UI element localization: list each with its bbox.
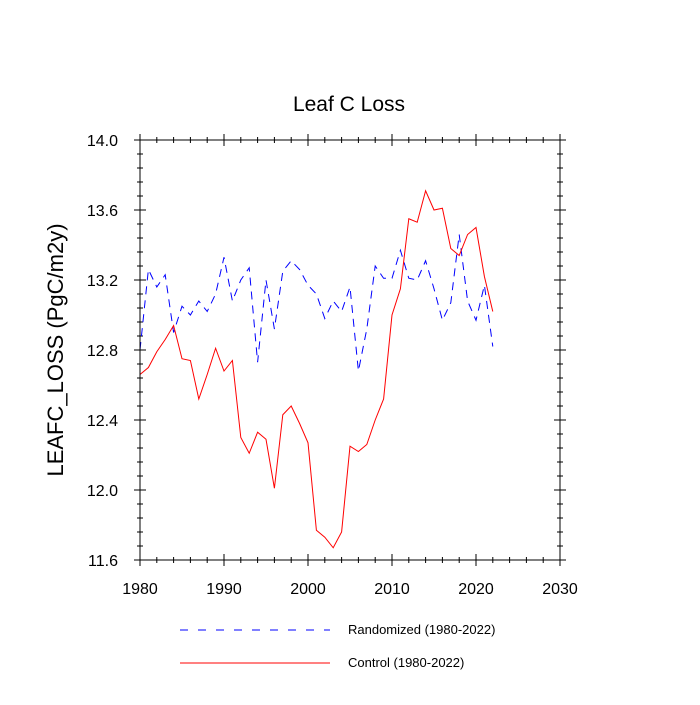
x-tick-label: 2010: [374, 581, 410, 598]
legend-label: Control (1980-2022): [348, 655, 464, 670]
x-tick-label: 1990: [206, 581, 242, 598]
y-tick-label: 12.8: [87, 343, 118, 360]
y-tick-label: 13.6: [87, 203, 118, 220]
series-lines: [139, 189, 494, 549]
axis-ticks: [134, 134, 566, 566]
y-tick-label: 14.0: [87, 133, 118, 150]
y-tick-label: 13.2: [87, 273, 118, 290]
y-axis-label: LEAFC_LOSS (PgC/m2y): [43, 223, 68, 476]
randomized-series-line: [139, 234, 494, 372]
axis-tick-labels: 1980 1990 2000 2010 2020 2030 11.6 12.0 12.4 12.8…: [87, 133, 578, 598]
y-tick-label: 12.4: [87, 413, 118, 430]
plot-frame: [139, 139, 561, 561]
x-tick-label: 2000: [290, 581, 326, 598]
x-tick-label: 2020: [458, 581, 494, 598]
x-tick-label: 2030: [542, 581, 578, 598]
y-tick-label: 12.0: [87, 483, 118, 500]
chart-title: Leaf C Loss: [293, 93, 405, 116]
legend: Randomized (1980-2022) Control (1980-2022…: [180, 622, 495, 670]
y-tick-label: 11.6: [88, 553, 118, 570]
x-tick-label: 1980: [122, 581, 158, 598]
control-series-line: [139, 189, 494, 549]
legend-label: Randomized (1980-2022): [348, 622, 495, 637]
